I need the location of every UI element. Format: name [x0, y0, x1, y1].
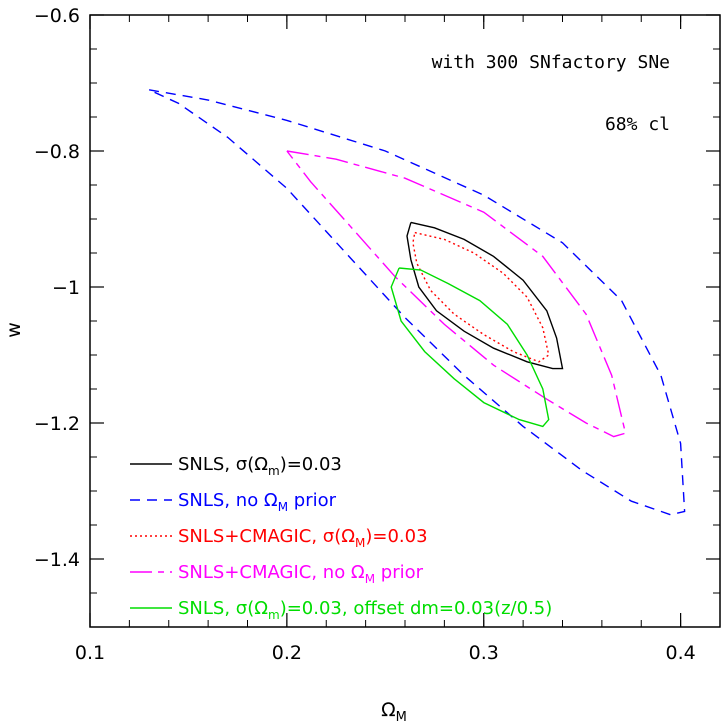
legend-label-suffix: )=0.03, offset dm=0.03(z/0.5): [280, 598, 553, 619]
x-axis-label: ΩM: [381, 699, 407, 725]
legend-label-suffix: )=0.03: [365, 526, 427, 547]
annotation-cl: 68% cl: [605, 114, 670, 135]
contour-series-1: [148, 89, 686, 516]
legend-label-0: SNLS, σ(Ωm)=0.03: [178, 454, 342, 478]
contour-series-3: [286, 150, 627, 438]
legend-label-suffix: prior: [375, 562, 424, 583]
y-tick-label: −0.8: [34, 141, 80, 163]
y-axis-label: w: [3, 322, 25, 338]
x-tick-label: 0.4: [666, 642, 696, 664]
contour-series-4: [390, 267, 550, 428]
legend-label-main: SNLS+CMAGIC, no Ω: [178, 562, 365, 583]
legend-label-2: SNLS+CMAGIC, σ(ΩM)=0.03: [178, 526, 428, 550]
legend-label-4: SNLS, σ(Ωm)=0.03, offset dm=0.03(z/0.5): [178, 598, 552, 622]
legend-label-suffix: prior: [288, 490, 337, 511]
annotation-sample: with 300 SNfactory SNe: [432, 52, 670, 73]
legend-label-sub: M: [278, 500, 288, 514]
x-axis-label-sub: M: [396, 710, 407, 725]
y-tick-label: −1: [52, 277, 80, 299]
legend-label-sub: M: [355, 536, 365, 550]
legend-label-suffix: )=0.03: [280, 454, 342, 475]
legend-label-sub: M: [365, 572, 375, 586]
legend-label-3: SNLS+CMAGIC, no ΩM prior: [178, 562, 424, 586]
x-axis-label-main: Ω: [381, 699, 396, 721]
legend-label-1: SNLS, no ΩM prior: [178, 490, 337, 514]
legend-label-sub: m: [268, 464, 280, 478]
axis-ticks: [89, 14, 721, 628]
contour-lines: [148, 89, 686, 516]
x-tick-label: 0.1: [75, 642, 105, 664]
x-tick-label: 0.2: [272, 642, 302, 664]
contour-series-2: [412, 231, 550, 363]
legend-label-main: SNLS, no Ω: [178, 490, 278, 511]
legend-label-main: SNLS, σ(Ω: [178, 598, 268, 619]
legend-label-main: SNLS+CMAGIC, σ(Ω: [178, 526, 355, 547]
x-tick-label: 0.3: [469, 642, 499, 664]
tick-labels: 0.1 0.2 0.3 0.4 −0.6 −0.8 −1 −1.2 −1.4: [34, 5, 696, 664]
contour-series-0: [406, 221, 564, 370]
y-tick-label: −1.4: [34, 549, 80, 571]
y-tick-label: −1.2: [34, 413, 80, 435]
legend-label-sub: m: [268, 608, 280, 622]
legend-label-main: SNLS, σ(Ω: [178, 454, 268, 475]
y-tick-label: −0.6: [34, 5, 80, 27]
